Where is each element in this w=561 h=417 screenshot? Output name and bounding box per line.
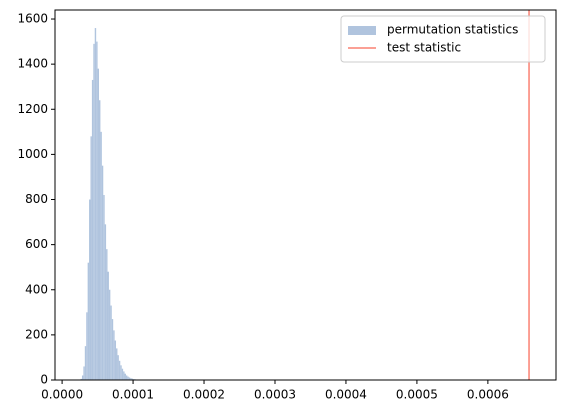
bar (106, 249, 107, 380)
plot-frame (55, 10, 556, 380)
bar (82, 375, 83, 380)
bar (103, 195, 104, 380)
bar (108, 272, 109, 380)
x-tick-label: 0.0001 (112, 388, 154, 402)
bar (102, 166, 103, 380)
bar (98, 69, 99, 380)
bar (105, 224, 106, 380)
y-tick-label: 1200 (17, 102, 48, 116)
bar (109, 290, 110, 380)
bar (117, 355, 118, 380)
bar (100, 132, 101, 380)
y-tick-label: 0 (40, 373, 48, 387)
y-tick-label: 1000 (17, 147, 48, 161)
bar (93, 44, 94, 380)
x-tick-label: 0.0002 (183, 388, 225, 402)
bar (113, 330, 114, 380)
y-tick-label: 400 (25, 282, 48, 296)
bar (89, 200, 90, 380)
y-tick-label: 600 (25, 237, 48, 251)
legend-label: permutation statistics (387, 23, 518, 37)
bar (96, 42, 97, 380)
bar (86, 312, 87, 380)
y-tick-label: 800 (25, 192, 48, 206)
bar (126, 375, 127, 380)
legend-label: test statistic (387, 41, 461, 55)
x-tick-label: 0.0000 (41, 388, 83, 402)
bar (83, 366, 84, 380)
bar (92, 80, 93, 380)
bar (119, 361, 120, 380)
x-tick-label: 0.0006 (467, 388, 509, 402)
bar (99, 100, 100, 380)
bar (120, 365, 121, 380)
bar (116, 348, 117, 380)
x-tick-label: 0.0004 (325, 388, 367, 402)
y-tick-label: 1400 (17, 57, 48, 71)
bar (125, 374, 126, 380)
bar (95, 28, 96, 380)
bar (122, 369, 123, 380)
bar (112, 319, 113, 380)
bar (88, 263, 89, 380)
x-tick-label: 0.0003 (254, 388, 296, 402)
bar (123, 371, 124, 380)
bar (127, 377, 128, 380)
legend-swatch (348, 26, 376, 35)
bar (90, 136, 91, 380)
bar (85, 346, 86, 380)
bar (110, 306, 111, 380)
y-tick-label: 200 (25, 327, 48, 341)
x-tick-label: 0.0005 (396, 388, 438, 402)
y-tick-label: 1600 (17, 12, 48, 26)
bar (115, 341, 116, 380)
